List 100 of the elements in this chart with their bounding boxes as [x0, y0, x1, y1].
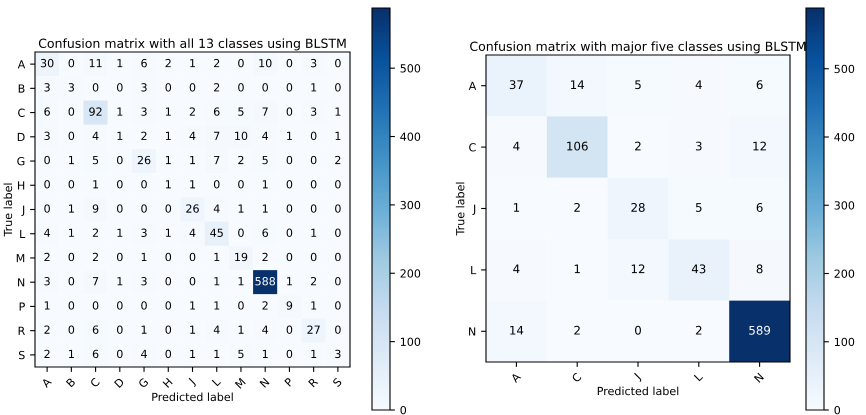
data-label: 0 — [335, 83, 341, 92]
data-label: 3 — [141, 228, 147, 237]
data-label: 1 — [574, 264, 580, 274]
data-label: 0 — [92, 83, 98, 92]
data-label: 0 — [117, 350, 123, 358]
y-tick-label: J — [472, 204, 476, 215]
data-label: 0 — [286, 252, 292, 262]
data-label: 0 — [68, 277, 74, 286]
data-label: 0 — [286, 180, 292, 188]
x-tick-label: H — [162, 378, 173, 388]
data-label: 2 — [214, 83, 220, 92]
data-label: 1 — [262, 204, 268, 213]
y-tick-label: J — [21, 206, 24, 216]
data-label: 1 — [69, 156, 74, 164]
y-tick-label: S — [18, 350, 25, 360]
data-label: 2 — [166, 58, 171, 68]
color-bar-label: 400 — [834, 132, 854, 142]
data-label: 0 — [238, 228, 244, 237]
data-label: 1 — [311, 350, 316, 358]
data-label: 0 — [310, 204, 316, 213]
data-label: 1 — [238, 277, 244, 286]
data-label: 45 — [210, 228, 223, 237]
y-tick-label: G — [17, 157, 24, 166]
chart-title: Confusion matrix with major five classes using BLSTM — [470, 41, 806, 54]
data-label: 0 — [141, 204, 147, 213]
y-tick-label: M — [16, 254, 24, 262]
x-tick-label: G — [138, 378, 149, 388]
data-label: 1 — [69, 204, 74, 213]
data-label: 1 — [117, 277, 122, 286]
data-label: 1 — [93, 180, 98, 188]
data-label: 4 — [44, 228, 50, 237]
data-label: 2 — [44, 252, 50, 262]
data-label: 19 — [235, 252, 248, 262]
data-label: 6 — [92, 350, 98, 358]
data-label: 1 — [214, 350, 220, 358]
data-label: 1 — [311, 228, 316, 237]
data-label: 2 — [574, 202, 580, 212]
data-label: 1 — [166, 156, 171, 164]
data-label: 0 — [117, 301, 123, 310]
x-tick-label: J — [187, 378, 197, 387]
data-label: 4 — [262, 326, 268, 334]
data-label: 4 — [141, 350, 147, 358]
data-label: 0 — [68, 58, 74, 68]
data-label: 0 — [190, 277, 196, 286]
y-tick-label: B — [18, 84, 24, 93]
data-label: 1 — [166, 228, 171, 237]
data-label: 2 — [214, 58, 220, 68]
color-bar-label: 100 — [400, 338, 420, 346]
data-label: 0 — [214, 180, 220, 188]
data-label: 6 — [756, 202, 763, 212]
data-label: 0 — [117, 83, 123, 92]
data-label: 1 — [117, 132, 122, 140]
data-label: 3 — [44, 132, 50, 140]
data-label: 4 — [513, 142, 520, 150]
color-bar-label: 400 — [400, 132, 420, 141]
data-label: 0 — [117, 325, 123, 334]
data-label: 1 — [166, 108, 171, 116]
data-label: 1 — [190, 301, 196, 310]
data-label: 14 — [510, 326, 524, 335]
data-label: 26 — [138, 156, 150, 164]
data-label: 1 — [336, 132, 340, 140]
data-label: 3 — [141, 83, 147, 92]
data-label: 43 — [692, 264, 706, 274]
x-tick-label: P — [284, 377, 294, 387]
data-label: 27 — [307, 325, 320, 334]
data-label: 0 — [141, 301, 147, 310]
data-label: 2 — [262, 252, 268, 262]
x-axis-title: Predicted label — [152, 392, 233, 402]
data-label: 1 — [69, 350, 74, 358]
data-label: 3 — [310, 107, 316, 116]
data-label: 4 — [92, 132, 98, 140]
data-label: 5 — [635, 80, 641, 90]
data-label: 7 — [214, 156, 220, 164]
data-label: 0 — [68, 252, 74, 262]
data-label: 1 — [214, 277, 220, 286]
data-label: 4 — [696, 80, 702, 89]
y-tick-label: R — [18, 326, 25, 335]
data-label: 26 — [186, 204, 199, 213]
data-label: 30 — [40, 58, 54, 68]
y-axis-title: True label — [456, 182, 464, 236]
x-tick-label: D — [114, 377, 125, 388]
data-label: 0 — [165, 252, 172, 262]
data-label: 0 — [44, 204, 50, 213]
y-tick-label: A — [468, 82, 476, 90]
data-label: 7 — [214, 132, 220, 140]
y-axis-title: True label — [4, 184, 12, 237]
data-label: 1 — [287, 132, 292, 140]
data-label: 2 — [141, 132, 146, 140]
data-label: 9 — [92, 204, 98, 213]
y-tick-label: C — [469, 143, 476, 152]
data-label: 0 — [44, 180, 50, 188]
data-label: 0 — [141, 180, 147, 188]
data-label: 6 — [756, 80, 763, 90]
data-label: 3 — [335, 350, 341, 358]
data-label: 5 — [238, 350, 244, 358]
data-label: 2 — [574, 326, 580, 335]
data-label: 1 — [117, 228, 122, 237]
y-tick-label: L — [20, 230, 26, 238]
data-label: 1 — [190, 156, 196, 164]
color-bar-label: 0 — [834, 406, 840, 414]
